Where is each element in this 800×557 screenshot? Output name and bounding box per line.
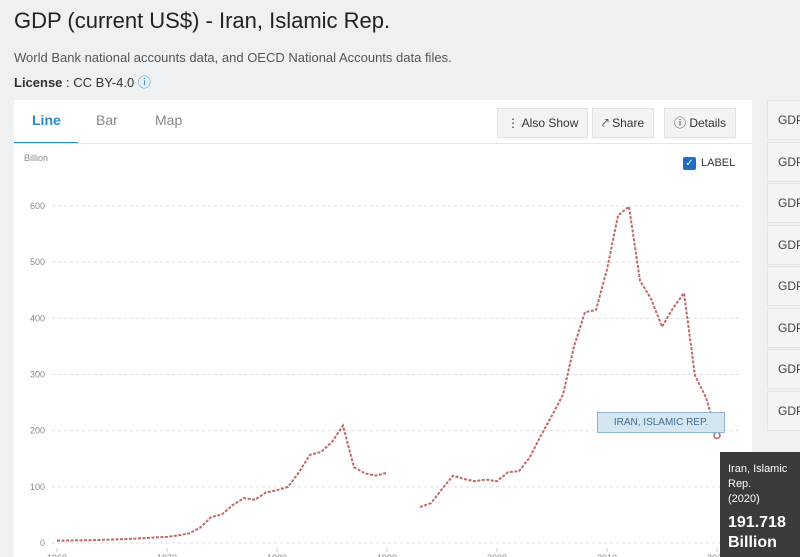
x-tick-label: 2020	[707, 553, 727, 557]
button-label: Details	[689, 116, 727, 130]
button[interactable]: ⤤ Share	[592, 108, 655, 138]
x-tick-label: 1970	[157, 553, 177, 557]
tab[interactable]: Line	[32, 112, 61, 128]
y-tick-label: 600	[30, 201, 45, 211]
sidebar-item[interactable]: GDP	[767, 224, 800, 265]
tooltip-value: 191.718	[728, 514, 786, 531]
sidebar-item[interactable]: GDP	[767, 307, 800, 348]
tooltip-name: Iran, Islamic Rep.	[728, 463, 788, 490]
y-tick-label: 0	[40, 538, 45, 548]
divider	[14, 143, 752, 144]
y-axis-label: Billion	[24, 153, 48, 163]
x-tick-label: 1990	[377, 553, 397, 557]
tooltip-period: (2020)	[728, 493, 760, 505]
chart-panel	[14, 100, 752, 557]
line-label: IRAN, ISLAMIC REP.	[597, 412, 725, 433]
series-line	[56, 204, 718, 542]
sidebar-item[interactable]: GDP	[767, 266, 800, 306]
sidebar-item[interactable]: GDP	[767, 349, 800, 389]
y-tick-label: 300	[30, 370, 45, 380]
tooltip: Iran, Islamic Rep. (2020) 191.718 Billio…	[720, 452, 800, 557]
license-label: License	[14, 75, 63, 90]
tab[interactable]: Bar	[96, 112, 118, 128]
sidebar-item[interactable]: GDP	[767, 100, 800, 140]
tab[interactable]: Map	[155, 112, 183, 128]
end-marker	[713, 431, 721, 440]
button[interactable]: ⓘ Details	[664, 108, 737, 138]
checkbox-label: LABEL	[701, 157, 736, 169]
license-value: : CC BY-4.0	[66, 75, 135, 90]
x-tick-label: 1980	[267, 553, 287, 557]
y-tick-label: 200	[30, 426, 45, 436]
button[interactable]: ⋮ Also Show	[497, 108, 589, 138]
x-tick-label: 2000	[487, 553, 507, 557]
y-tick-label: 400	[30, 313, 45, 323]
sidebar-item[interactable]: GDP	[767, 141, 800, 182]
button-label: Also Show	[521, 116, 579, 130]
checkbox[interactable]: ✓	[683, 157, 696, 170]
sidebar-item[interactable]: GDP	[767, 390, 800, 431]
button-label: Share	[612, 116, 645, 130]
tooltip-unit: Billion	[728, 534, 777, 551]
y-tick-label: 500	[30, 257, 45, 267]
license: License : CC BY-4.0 ⓘ	[14, 75, 151, 90]
x-tick-label: 1960	[47, 553, 67, 557]
sidebar-item[interactable]: GDP	[767, 183, 800, 223]
x-tick-label: 2010	[597, 553, 617, 557]
y-tick-label: 100	[30, 482, 45, 492]
page-title: GDP (current US$) - Iran, Islamic Rep.	[14, 8, 391, 33]
source: World Bank national accounts data, and O…	[14, 50, 452, 65]
